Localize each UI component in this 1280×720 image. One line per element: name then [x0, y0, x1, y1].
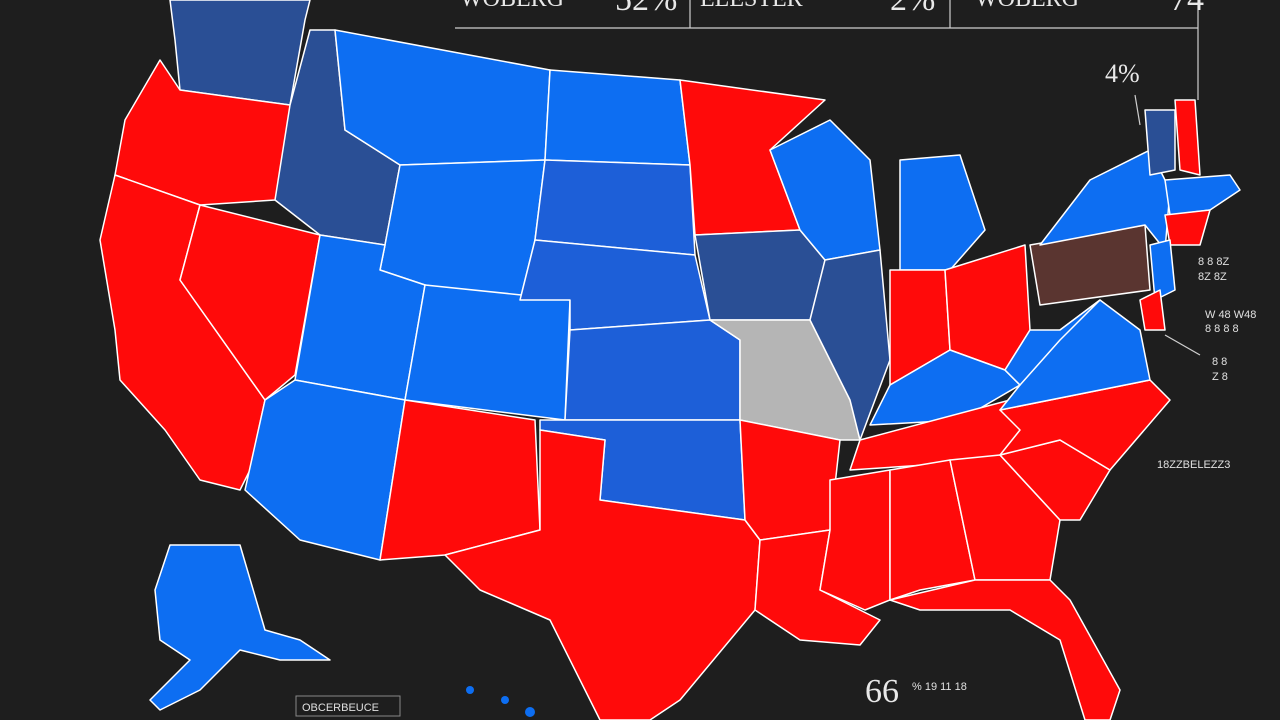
header-label: ELESTER	[700, 0, 803, 12]
header-label: WOBERG	[975, 0, 1079, 12]
florida	[889, 579, 1121, 720]
states	[99, 0, 1241, 720]
new-jersey	[1149, 239, 1176, 301]
west-virginia	[1004, 299, 1101, 386]
side-label: 8Z 8Z	[1198, 271, 1227, 283]
arkansas	[739, 419, 841, 541]
hawaii-island	[525, 707, 535, 717]
header-value: 52%	[615, 0, 677, 18]
massachusetts	[1164, 174, 1241, 216]
header-value: 74	[1170, 0, 1204, 18]
header-label: WOBERG	[460, 0, 564, 12]
south-dakota	[534, 159, 696, 256]
iowa	[694, 229, 826, 321]
callout-line	[1134, 94, 1141, 126]
mississippi	[819, 469, 891, 611]
annotation-value: 4%	[1105, 59, 1140, 88]
side-label: 8 8 8Z	[1198, 256, 1229, 268]
legend-label: OBCERBEUCE	[302, 702, 379, 714]
legend-box	[295, 695, 401, 717]
bottom-value: 66	[865, 673, 899, 710]
callout-line	[1164, 334, 1201, 356]
header-value: 2%	[890, 0, 935, 18]
colorado	[404, 284, 571, 421]
north-dakota	[544, 69, 691, 166]
side-label: 8 8	[1212, 356, 1227, 368]
nevada	[179, 204, 321, 401]
vermont	[1144, 109, 1176, 176]
alaska	[149, 544, 331, 711]
connecticut	[1164, 209, 1211, 246]
maryland	[1139, 289, 1166, 331]
annotations: 4% 8 8 8Z 8Z 8Z W 48 W48 8 8 8 8 8 8 Z 8…	[295, 59, 1256, 717]
kansas	[564, 319, 741, 421]
side-label: W 48 W48	[1205, 309, 1256, 321]
side-label: 8 8 8 8	[1205, 323, 1239, 335]
north-carolina	[999, 379, 1171, 471]
hawaii-island	[501, 696, 509, 704]
washington	[169, 0, 311, 106]
new-hampshire	[1174, 99, 1201, 176]
alabama	[889, 459, 976, 601]
bottom-note: % 19 11 18	[912, 681, 967, 693]
header: WOBERG 52% ELESTER 2% WOBERG 74	[460, 0, 1204, 18]
michigan	[899, 154, 986, 271]
right-note: 18ZZBELEZZ3	[1157, 459, 1230, 471]
georgia	[949, 454, 1061, 581]
hawaii-island	[466, 686, 474, 694]
side-label: Z 8	[1212, 371, 1228, 383]
header-frame	[455, 0, 1201, 356]
